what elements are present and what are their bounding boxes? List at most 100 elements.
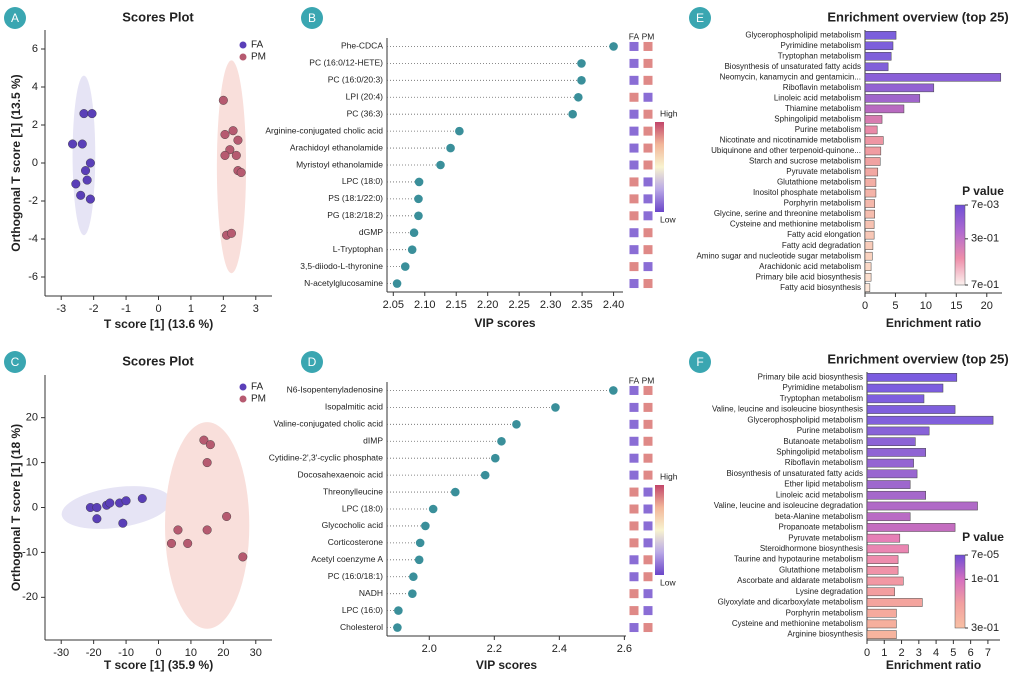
x-tick-label: 2.6 <box>617 643 632 655</box>
bar <box>866 383 944 393</box>
confidence-ellipse <box>72 75 96 236</box>
row-label: Fatty acid biosynthesis <box>780 283 861 292</box>
row-label: Pyrimidine metabolism <box>781 41 862 50</box>
row-label: Purine metabolism <box>797 426 864 435</box>
colorbar-low: Low <box>660 577 676 587</box>
colorbar-tick-label: 1e-01 <box>971 573 999 585</box>
bar <box>864 136 884 145</box>
vip-dot <box>512 420 521 429</box>
row-label: N6-Isopentenyladenosine <box>287 385 384 395</box>
heatmap-cell <box>643 385 653 395</box>
row-label: Neomycin, kanamycin and gentamicin... <box>720 72 861 81</box>
row-label: L-Tryptophan <box>333 244 384 254</box>
x-tick-label: 6 <box>968 647 974 659</box>
bar <box>864 272 872 282</box>
row-label: PC (16:0/18:1) <box>328 571 383 581</box>
bar <box>864 104 905 114</box>
heatmap-cell <box>643 109 653 119</box>
vip-dot <box>609 386 618 395</box>
y-axis-label: Orthogonal T score [1] (13.5 %) <box>9 74 23 251</box>
x-tick-label: 15 <box>950 300 962 312</box>
row-label: Taurine and hypotaurine metabolism <box>734 555 863 564</box>
point <box>87 109 97 119</box>
row-label: PS (18:1/22:0) <box>328 193 383 203</box>
chart-title: Enrichment overview (top 25) <box>827 351 1008 366</box>
x-tick-label: 2 <box>220 303 226 315</box>
bar <box>864 188 877 198</box>
row-label: N-acetylglucosamine <box>304 278 383 288</box>
x-axis-label: VIP scores <box>476 658 537 672</box>
row-label: Linoleic acid metabolism <box>776 490 863 499</box>
bar <box>864 73 1002 82</box>
heatmap-cell <box>629 436 639 446</box>
x-tick-label: 3 <box>253 303 259 315</box>
legend-label: FA <box>251 382 264 393</box>
panel-badge <box>4 351 26 373</box>
heatmap-cell <box>643 453 653 463</box>
heatmap-cell <box>629 572 639 582</box>
bar <box>866 512 911 522</box>
row-label: Inositol phosphate metabolism <box>753 188 861 197</box>
point <box>76 190 86 200</box>
bar <box>864 125 878 135</box>
point <box>183 538 193 548</box>
bar <box>864 115 883 124</box>
panel-badge <box>689 351 711 373</box>
row-label: Acetyl coenzyme A <box>311 554 383 564</box>
heatmap-cell <box>643 487 653 497</box>
vip-dot <box>574 92 583 102</box>
heatmap-cell <box>643 504 653 514</box>
heatmap-cell <box>629 487 639 497</box>
row-label: Lysine degradation <box>796 587 863 596</box>
row-label: Steroidhormone biosynthesis <box>760 544 863 553</box>
heatmap-cell <box>629 470 639 480</box>
row-label: Linoleic acid metabolism <box>774 93 861 102</box>
heatmap-cell <box>629 143 639 153</box>
vip-dot <box>400 262 410 271</box>
bar <box>864 241 874 250</box>
panel-letter: E <box>696 11 704 25</box>
x-tick-label: 10 <box>920 300 932 312</box>
chart-title: Scores Plot <box>122 9 194 24</box>
row-label: Nicotinate and nicotinamide metabolism <box>720 136 862 145</box>
row-label: Riboflavin metabolism <box>785 458 864 467</box>
vip-dot <box>551 403 560 412</box>
row-label: Valine, leucine and isoleucine biosynthe… <box>712 405 863 414</box>
row-label: Riboflavin metabolism <box>783 83 862 92</box>
row-label: Thiamine metabolism <box>785 104 861 113</box>
bar <box>864 283 871 292</box>
x-tick-label: 10 <box>185 647 197 659</box>
heatmap-cell <box>643 555 653 565</box>
point <box>202 525 212 535</box>
vip-dot <box>392 279 402 288</box>
y-tick-label: 0 <box>32 157 38 169</box>
vip-dot <box>480 470 490 480</box>
vip-dot <box>490 453 500 463</box>
heatmap-cell <box>629 262 639 272</box>
bar <box>866 501 978 511</box>
row-label: PG (18:2/18:2) <box>327 210 383 220</box>
point <box>220 150 230 160</box>
x-tick-label: 20 <box>981 300 993 312</box>
heatmap-cell <box>629 194 639 204</box>
legend-marker <box>239 395 247 403</box>
heatmap-cell <box>643 623 653 633</box>
colorbar-low: Low <box>660 214 676 224</box>
panel-letter: A <box>11 11 19 25</box>
row-label: Cysteine and methionine metabolism <box>732 619 864 628</box>
heatmap-cell <box>643 572 653 582</box>
row-label: Glyoxylate and dicarboxylate metabolism <box>718 598 864 607</box>
colorbar-high: High <box>660 471 678 481</box>
row-label: LPI (20:4) <box>346 92 383 102</box>
colorbar <box>954 554 966 629</box>
bar <box>866 565 899 575</box>
x-axis-label: Enrichment ratio <box>886 658 981 672</box>
row-label: Sphingolipid metabolism <box>774 115 861 124</box>
heatmap-cell <box>629 58 639 68</box>
colorbar-tick-label: 7e-05 <box>971 549 999 561</box>
heatmap-cell <box>629 419 639 429</box>
row-label: Fatty acid elongation <box>787 230 861 239</box>
row-label: Glycine, serine and threonine metabolism <box>714 209 862 218</box>
legend-marker <box>239 383 247 391</box>
colorbar-title: P value <box>962 530 1004 544</box>
